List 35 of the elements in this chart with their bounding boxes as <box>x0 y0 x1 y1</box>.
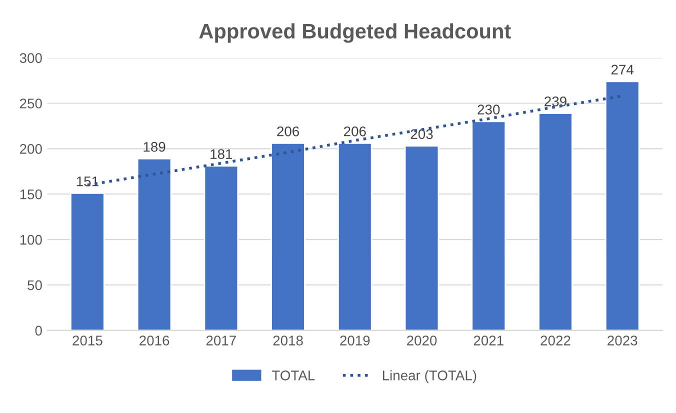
x-tick-label: 2022 <box>540 336 570 346</box>
legend-label: Linear (TOTAL) <box>382 370 476 384</box>
chart-title: Approved Budgeted Headcount <box>199 23 511 43</box>
bar <box>136 158 172 330</box>
bar <box>604 80 640 330</box>
bar <box>404 145 440 330</box>
x-tick-label: 2021 <box>474 336 504 346</box>
legend-label: TOTAL <box>272 370 315 380</box>
bar <box>337 142 372 330</box>
y-tick-label: 0 <box>35 326 42 336</box>
y-tick-label: 50 <box>28 280 42 290</box>
bar <box>471 120 506 330</box>
x-tick-label: 2020 <box>407 336 437 346</box>
y-tick-label: 250 <box>20 98 42 108</box>
x-tick-label: 2016 <box>140 336 170 346</box>
data-label: 274 <box>611 64 634 74</box>
y-tick-label: 150 <box>20 189 42 200</box>
data-label: 181 <box>210 149 232 160</box>
data-label: 206 <box>344 126 366 136</box>
bar <box>270 142 306 330</box>
y-tick-label: 100 <box>20 234 42 245</box>
data-label: 230 <box>478 104 500 115</box>
data-label: 206 <box>277 126 300 136</box>
y-tick-label: 200 <box>20 144 42 154</box>
bar <box>204 165 239 330</box>
y-tick-label: 300 <box>20 53 42 63</box>
data-label: 189 <box>144 142 166 152</box>
x-tick-label: 2015 <box>72 336 102 346</box>
x-tick-label: 2017 <box>206 336 236 346</box>
x-tick-label: 2023 <box>608 336 638 346</box>
bar <box>70 192 105 330</box>
x-tick-label: 2019 <box>340 336 370 346</box>
x-tick-label: 2018 <box>273 336 303 346</box>
bar <box>538 112 573 330</box>
data-label: 239 <box>544 96 566 106</box>
